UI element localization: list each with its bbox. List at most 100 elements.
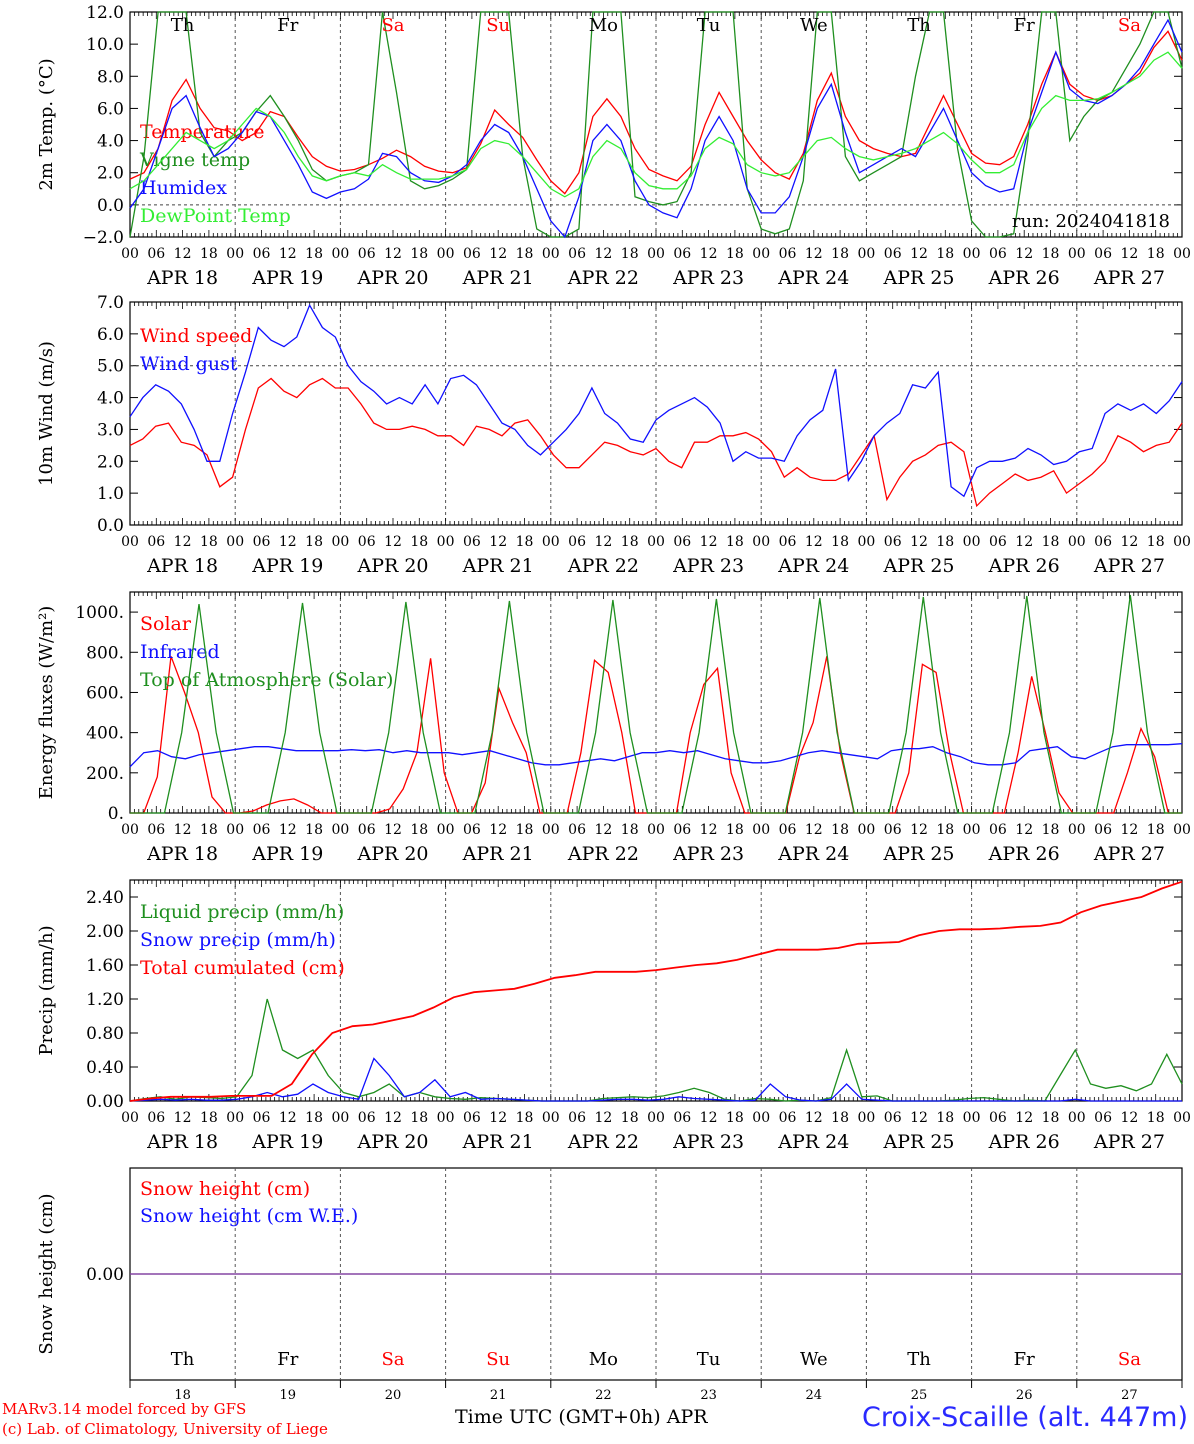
- hour-label: 00: [331, 246, 349, 262]
- hour-label: 12: [489, 1110, 507, 1126]
- y-tick-label: 0.00: [86, 1265, 124, 1285]
- date-label: APR 18: [146, 843, 218, 865]
- hour-label: 12: [594, 822, 612, 838]
- day-name-label: Mo: [589, 15, 618, 36]
- date-label: APR 19: [251, 843, 323, 865]
- day-name-label: Th: [907, 15, 931, 36]
- hour-label: 06: [463, 534, 481, 550]
- y-tick-label: 0.80: [86, 1024, 124, 1044]
- hour-label: 18: [1147, 1110, 1165, 1126]
- date-label: APR 21: [462, 843, 534, 865]
- date-label: APR 19: [251, 1131, 323, 1153]
- y-tick-label: 8.0: [97, 67, 124, 87]
- y-tick-label: 0.0: [97, 516, 124, 536]
- series-line: [129, 377, 1183, 508]
- hour-label: 06: [884, 1110, 902, 1126]
- date-label: APR 18: [146, 267, 218, 289]
- hour-label: 18: [410, 534, 428, 550]
- hour-label: 00: [437, 822, 455, 838]
- hour-label: 00: [647, 246, 665, 262]
- day-name-label: Th: [907, 1349, 931, 1370]
- hour-label: 18: [831, 534, 849, 550]
- hour-label: 12: [489, 246, 507, 262]
- hour-label: 06: [568, 246, 586, 262]
- date-label: APR 21: [462, 1131, 534, 1153]
- hour-label: 18: [726, 822, 744, 838]
- date-label: APR 24: [777, 1131, 849, 1153]
- hour-label: 00: [647, 822, 665, 838]
- y-tick-label: 2.00: [86, 922, 124, 942]
- date-label: APR 21: [462, 267, 534, 289]
- date-label: APR 18: [146, 1131, 218, 1153]
- day-name-label: We: [800, 1349, 828, 1370]
- hour-label: 06: [147, 1110, 165, 1126]
- hour-label: 12: [384, 534, 402, 550]
- y-tick-label: 12.0: [86, 3, 124, 23]
- hour-label: 18: [410, 1110, 428, 1126]
- y-tick-label: 800.: [86, 643, 124, 663]
- hour-label: 12: [279, 246, 297, 262]
- date-label: APR 24: [777, 267, 849, 289]
- hour-label: 06: [884, 246, 902, 262]
- legend-entry: Solar: [140, 613, 192, 635]
- hour-label: 18: [831, 1110, 849, 1126]
- hour-label: 12: [489, 534, 507, 550]
- hour-label: 00: [226, 246, 244, 262]
- day-name-label: Sa: [1118, 15, 1141, 36]
- hour-label: 18: [516, 822, 534, 838]
- hour-label: 18: [936, 246, 954, 262]
- date-label: APR 20: [356, 267, 428, 289]
- series-line: [129, 998, 1183, 1102]
- day-name-label: Fr: [1014, 15, 1035, 36]
- series-line: [130, 594, 1182, 814]
- day-number-label: 25: [911, 1388, 928, 1403]
- date-label: APR 27: [1093, 267, 1165, 289]
- panel-frame: [129, 301, 1183, 526]
- y-tick-label: 2.0: [97, 452, 124, 472]
- hour-label: 12: [1015, 822, 1033, 838]
- y-tick-label: 2.40: [86, 888, 124, 908]
- hour-label: 00: [437, 1110, 455, 1126]
- hour-label: 06: [147, 534, 165, 550]
- y-axis-label: Snow height (cm): [36, 1193, 57, 1354]
- y-tick-label: 10.0: [86, 35, 124, 55]
- y-tick-label: 0.40: [86, 1058, 124, 1078]
- hour-label: 06: [568, 822, 586, 838]
- hour-label: 12: [910, 534, 928, 550]
- day-name-label: Sa: [1118, 1349, 1141, 1370]
- date-label: APR 25: [882, 555, 954, 577]
- legend-entry: Snow height (cm): [140, 1178, 310, 1200]
- hour-label: 00: [752, 534, 770, 550]
- hour-label: 12: [174, 246, 192, 262]
- hour-label: 12: [174, 1110, 192, 1126]
- day-name-label: Tu: [697, 1349, 721, 1370]
- hour-label: 18: [200, 246, 218, 262]
- hour-label: 18: [305, 534, 323, 550]
- date-label: APR 19: [251, 555, 323, 577]
- hour-label: 18: [516, 246, 534, 262]
- date-label: APR 19: [251, 267, 323, 289]
- hour-label: 12: [700, 822, 718, 838]
- y-tick-label: 6.0: [97, 325, 124, 345]
- hour-label: 00: [121, 822, 139, 838]
- date-label: APR 24: [777, 555, 849, 577]
- y-tick-label: 5.0: [97, 357, 124, 377]
- hour-label: 00: [857, 822, 875, 838]
- hour-label: 00: [542, 822, 560, 838]
- hour-label: 12: [700, 534, 718, 550]
- hour-label: 18: [200, 822, 218, 838]
- hour-label: 06: [463, 822, 481, 838]
- hour-label: 06: [779, 822, 797, 838]
- hour-label: 06: [673, 246, 691, 262]
- hour-label: 18: [621, 246, 639, 262]
- hour-label: 00: [647, 534, 665, 550]
- hour-label: 06: [673, 1110, 691, 1126]
- hour-label: 12: [384, 1110, 402, 1126]
- date-label: APR 25: [882, 1131, 954, 1153]
- hour-label: 18: [516, 1110, 534, 1126]
- hour-label: 00: [226, 822, 244, 838]
- hour-label: 00: [857, 534, 875, 550]
- legend-entry: Liquid precip (mm/h): [140, 901, 344, 923]
- legend-entry: Humidex: [140, 177, 227, 199]
- hour-label: 00: [647, 1110, 665, 1126]
